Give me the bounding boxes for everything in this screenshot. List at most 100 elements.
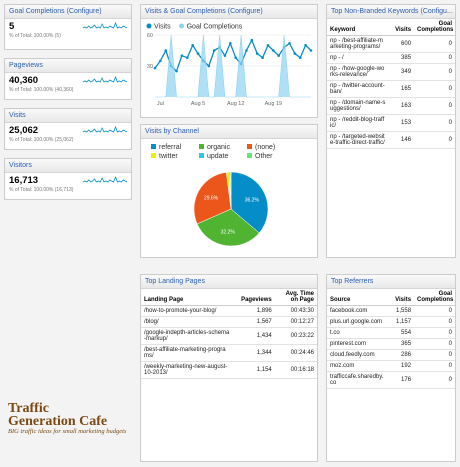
line-chart: Visits Goal Completions 30 60 Jul Aug 5 Aug 12… [146, 23, 313, 107]
table-cell[interactable]: cloud.feedly.com [327, 349, 389, 361]
point [261, 56, 264, 60]
table-cell: 0 [414, 114, 455, 132]
table-cell: 600 [388, 35, 415, 53]
point [309, 49, 313, 52]
table-cell[interactable]: np - /how-google-works-relevance/ [327, 63, 389, 81]
widget: Goal Completions (Configure) 5% of Total:… [4, 4, 132, 50]
panel-title[interactable]: Visits & Goal Completions (Configure) [141, 5, 317, 19]
point [175, 69, 178, 73]
table-cell: 349 [388, 63, 415, 81]
column-header: Keyword [327, 19, 389, 36]
point [298, 56, 302, 60]
table-cell[interactable]: np - /targeted-website-traffic-direct-tr… [327, 131, 389, 149]
sparkline-line [83, 76, 127, 83]
line-panel: Visits & Goal Completions (Configure) Vi… [140, 4, 318, 118]
series-line [154, 38, 312, 73]
table-row: np - /best-affiliate-marketing-programs/… [327, 35, 455, 53]
table-row: np - /385 0 [327, 52, 455, 64]
point [234, 56, 237, 60]
table: Keyword Visits Goal Completions np - /best-… [327, 19, 455, 149]
point [191, 44, 194, 47]
table-row: /google-indepth-articles-schema-markup/1… [141, 327, 317, 345]
point [223, 54, 227, 57]
point [196, 52, 200, 55]
point [164, 49, 168, 52]
widget-title[interactable]: Visits [5, 109, 131, 123]
point [293, 52, 297, 55]
keywords-panel: Top Non-Branded Keywords (Configu... Keyw… [326, 4, 456, 258]
table-cell: 00:24:46 [274, 344, 317, 362]
legend-label: update [207, 153, 229, 160]
column-header: Visits [388, 289, 415, 306]
legend-marker [247, 144, 252, 149]
table-cell: 146 [388, 131, 415, 149]
table-cell: 163 [388, 97, 415, 115]
panel-title[interactable]: Top Landing Pages [141, 275, 317, 289]
table-cell[interactable]: np - / [327, 52, 389, 64]
table-cell: 0 [414, 371, 455, 389]
table-cell[interactable]: /google-indepth-articles-schema-markup/ [141, 327, 233, 345]
widget-value: 5 [9, 21, 15, 32]
point [212, 49, 216, 52]
pie-slice [230, 171, 232, 210]
table-cell: 385 [388, 52, 415, 64]
table-cell[interactable]: /weekly-marketing-new-august-10-2013/ [141, 361, 233, 379]
table-cell: 0 [414, 349, 455, 361]
table-cell[interactable]: /blog/ [141, 316, 233, 328]
point [207, 64, 211, 68]
legend-marker [151, 153, 156, 158]
table-cell: 153 [388, 114, 415, 132]
table-cell[interactable]: moz.com [327, 360, 389, 372]
table-cell: 1,558 [388, 305, 415, 317]
table-cell: 0 [414, 305, 455, 317]
legend-marker [179, 23, 185, 29]
widget: Visits 25,062% of Total: 100.00% (25,062) [4, 108, 132, 150]
widget-title[interactable]: Visitors [5, 159, 131, 173]
table-cell: 0 [414, 63, 455, 81]
table-cell[interactable]: t.co [327, 327, 389, 339]
pie-panel: Visits by Channel referral organic (none) t… [140, 124, 318, 258]
sparkline [83, 22, 127, 29]
table-cell[interactable]: facebook.com [327, 305, 389, 317]
panel-title[interactable]: Top Referrers [327, 275, 455, 289]
table-cell[interactable]: np - /twitter-account-ban/ [327, 80, 389, 98]
table-cell: 00:12:27 [274, 316, 317, 328]
point [250, 38, 254, 42]
widget-title[interactable]: Pageviews [5, 59, 131, 73]
table-cell[interactable]: np - /best-affiliate-marketing-programs/ [327, 35, 389, 53]
table-cell[interactable]: np - /reddit-blog-traffic/ [327, 114, 389, 132]
table-cell: 1,157 [388, 316, 415, 328]
table-cell[interactable]: np - /domain-name-suggestions/ [327, 97, 389, 115]
table: Landing Page Pageviews Avg. Time on Page/h… [141, 289, 317, 379]
point [180, 54, 184, 57]
table-cell[interactable]: /how-to-promote-your-blog/ [141, 305, 233, 317]
widget-total: % of Total: 100.00% (5) [9, 33, 61, 39]
table-cell: 0 [414, 316, 455, 328]
legend-label: Other [255, 153, 273, 160]
table-cell: 365 [388, 338, 415, 350]
table-row: pinterest.com 365 0 [327, 338, 455, 350]
widget: Pageviews 40,360% of Total: 100.00% (40,3… [4, 58, 132, 100]
table-row: /best-affiliate-marketing-programs/1,344… [141, 344, 317, 362]
legend-label: Visits [154, 24, 171, 31]
table-row: /weekly-marketing-new-august-10-2013/1,1… [141, 361, 317, 379]
pie-chart: referral organic (none) twitter update Other 3… [151, 144, 275, 247]
panel-title[interactable]: Visits by Channel [141, 125, 317, 139]
table-cell[interactable]: trafficcafe.sharedby.co [327, 371, 389, 389]
table-cell[interactable]: /best-affiliate-marketing-programs/ [141, 344, 233, 362]
table-cell: 1,344 [232, 344, 275, 362]
table-cell[interactable]: pinterest.com [327, 338, 389, 350]
widget-title[interactable]: Goal Completions (Configure) [5, 5, 131, 19]
panel-title[interactable]: Top Non-Branded Keywords (Configu... [327, 5, 455, 19]
table-cell: 1,154 [232, 361, 275, 379]
table-cell: 0 [414, 131, 455, 149]
x-tick-label: Aug 12 [227, 101, 244, 107]
table-cell[interactable]: plus.url.google.com [327, 316, 389, 328]
widget-total: % of Total: 100.00% (16,713) [9, 187, 74, 193]
column-header: Pageviews [232, 289, 275, 306]
table-row: facebook.com 1,558 0 [327, 305, 455, 317]
series-line [155, 34, 311, 98]
legend-marker [146, 23, 152, 29]
widget-value: 16,713 [9, 175, 39, 186]
